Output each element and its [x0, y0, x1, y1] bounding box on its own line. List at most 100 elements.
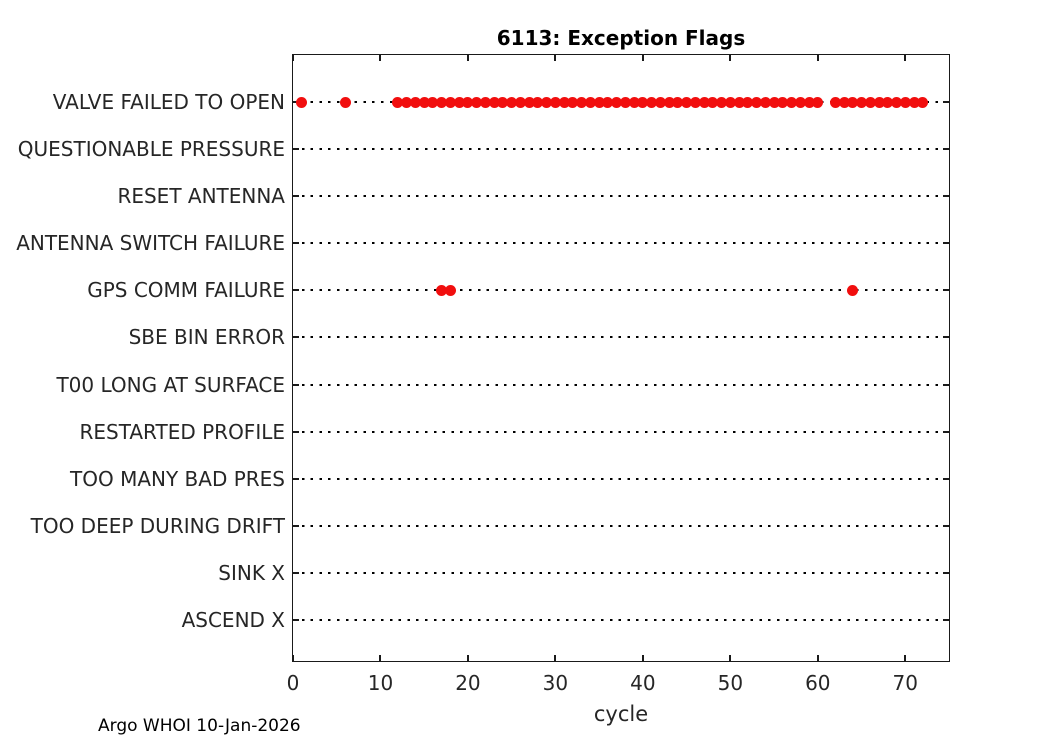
y-tick-left [293, 148, 299, 151]
y-tick-right [943, 430, 949, 433]
data-point-marker [392, 96, 404, 108]
x-tick-top [641, 55, 644, 61]
y-tick-label: ASCEND X [181, 608, 285, 632]
data-point-marker [777, 96, 789, 108]
y-tick-right [943, 524, 949, 527]
x-tick-label: 40 [630, 671, 656, 695]
x-tick-label: 60 [805, 671, 831, 695]
y-tick-right [943, 195, 949, 198]
data-point-marker [296, 96, 308, 108]
data-point-marker [751, 96, 763, 108]
y-tick-left [293, 383, 299, 386]
x-tick-top [466, 55, 469, 61]
y-tick-right [943, 619, 949, 621]
data-point-marker [479, 96, 491, 108]
y-tick-left [293, 336, 299, 339]
y-tick-left [293, 571, 299, 574]
data-point-marker [339, 96, 351, 108]
data-point-marker [882, 96, 894, 108]
data-point-marker [917, 96, 929, 108]
row-dotted-line [293, 148, 949, 151]
y-tick-left [293, 101, 299, 103]
row-dotted-line [293, 524, 949, 527]
data-point-marker [646, 96, 658, 108]
data-point-marker [716, 96, 728, 108]
data-point-marker [733, 96, 745, 108]
data-point-marker [558, 96, 570, 108]
x-tick-bottom [641, 655, 644, 661]
x-tick-top [904, 55, 907, 61]
y-tick-label: QUESTIONABLE PRESSURE [17, 137, 285, 162]
y-tick-right [943, 477, 949, 480]
data-point-marker [864, 96, 876, 108]
row-dotted-line [293, 289, 949, 292]
row-dotted-line [293, 571, 949, 574]
data-point-marker [418, 96, 430, 108]
plot-area-frame [292, 54, 950, 662]
y-tick-left [293, 289, 299, 292]
x-tick-top [292, 55, 294, 61]
y-tick-label: GPS COMM FAILURE [87, 278, 285, 303]
y-tick-label: ANTENNA SWITCH FAILURE [16, 231, 285, 256]
data-point-marker [856, 96, 868, 108]
data-point-marker [742, 96, 754, 108]
chart-title: 6113: Exception Flags [496, 26, 746, 50]
x-tick-bottom [554, 655, 557, 661]
data-point-marker [497, 96, 509, 108]
row-dotted-line [293, 336, 949, 339]
data-point-marker [584, 96, 596, 108]
y-tick-left [293, 524, 299, 527]
x-tick-bottom [466, 655, 469, 661]
y-tick-label: SINK X [218, 560, 285, 585]
row-dotted-line [293, 477, 949, 480]
y-tick-left [293, 477, 299, 480]
y-tick-right [943, 383, 949, 386]
y-tick-label: RESET ANTENNA [117, 184, 285, 209]
y-tick-label: SBE BIN ERROR [128, 325, 285, 350]
x-tick-bottom [816, 655, 819, 661]
y-tick-right [943, 336, 949, 339]
x-tick-label: 0 [286, 671, 300, 695]
row-dotted-line [293, 619, 949, 621]
x-tick-label: 20 [455, 671, 481, 695]
y-tick-label: VALVE FAILED TO OPEN [52, 90, 285, 114]
data-point-marker [672, 96, 684, 108]
data-point-marker [506, 96, 518, 108]
x-tick-label: 70 [892, 671, 918, 695]
data-point-marker [829, 96, 841, 108]
data-point-marker [436, 96, 448, 108]
data-point-marker [401, 96, 413, 108]
data-point-marker [847, 284, 859, 296]
x-tick-top [729, 55, 732, 61]
y-tick-label: TOO DEEP DURING DRIFT [30, 513, 285, 538]
data-point-marker [488, 96, 500, 108]
data-point-marker [812, 96, 824, 108]
y-tick-left [293, 242, 299, 245]
data-point-marker [549, 96, 561, 108]
row-dotted-line [293, 430, 949, 433]
data-point-marker [453, 96, 465, 108]
data-point-marker [427, 96, 439, 108]
data-point-marker [611, 96, 623, 108]
x-tick-bottom [904, 655, 907, 661]
data-point-marker [436, 284, 448, 296]
x-axis-title: cycle [593, 702, 649, 726]
data-point-marker [908, 96, 920, 108]
data-point-marker [593, 96, 605, 108]
y-tick-right [943, 571, 949, 574]
data-point-marker [794, 96, 806, 108]
footer-annotation: Argo WHOI 10-Jan-2026 [98, 716, 301, 736]
x-tick-top [816, 55, 819, 61]
row-dotted-line [293, 383, 949, 386]
y-tick-label: RESTARTED PROFILE [79, 419, 285, 444]
y-tick-label: TOO MANY BAD PRES [70, 466, 285, 491]
data-point-marker [786, 96, 798, 108]
y-tick-left [293, 619, 299, 621]
y-tick-right [943, 101, 949, 103]
data-point-marker [847, 96, 859, 108]
data-point-marker [654, 96, 666, 108]
data-point-marker [838, 96, 850, 108]
data-point-marker [689, 96, 701, 108]
data-point-marker [541, 96, 553, 108]
